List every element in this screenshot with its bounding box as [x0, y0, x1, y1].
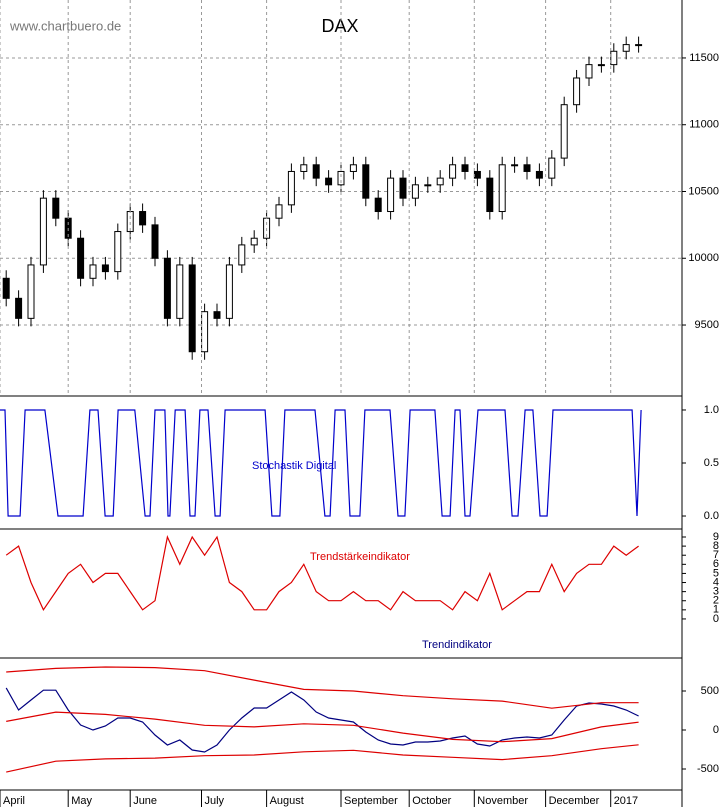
candle-body: [77, 237, 85, 279]
panel-title: Trendstärkeindikator: [310, 551, 410, 563]
x-tick-label: May: [71, 795, 92, 807]
candle-body: [473, 170, 481, 179]
candle-body: [635, 44, 643, 47]
candle-body: [411, 184, 419, 199]
x-tick-label: September: [344, 795, 398, 807]
line: [5, 535, 639, 612]
x-tick-label: October: [412, 795, 451, 807]
y-tick-label: 10500: [688, 185, 719, 197]
candle-body: [114, 231, 122, 273]
x-tick-label: December: [549, 795, 600, 807]
candle-body: [573, 77, 581, 106]
y-tick-label: 10000: [688, 252, 719, 264]
candle-body: [337, 170, 345, 186]
candle-body: [15, 297, 23, 319]
x-tick-label: June: [133, 795, 157, 807]
x-tick-label: November: [477, 795, 528, 807]
candle-body: [511, 164, 519, 167]
candle-body: [300, 164, 308, 172]
candle-body: [312, 164, 320, 179]
candle-body: [139, 211, 147, 226]
candle-body: [275, 204, 283, 219]
source: www.chartbuero.de: [9, 18, 121, 33]
y-tick-label: -500: [697, 763, 719, 775]
candle-body: [523, 164, 531, 172]
candle-body: [238, 244, 246, 266]
x-tick-label: 2017: [614, 795, 638, 807]
candle-body: [486, 177, 494, 213]
candle-body: [39, 197, 47, 266]
candle-body: [89, 264, 97, 279]
x-tick-label: July: [205, 795, 225, 807]
y-tick-label: 9500: [695, 319, 719, 331]
panel-title: DAX: [321, 16, 358, 36]
y-tick-label: 11500: [689, 52, 719, 64]
candle-body: [610, 50, 618, 66]
y-tick-label: 9: [713, 531, 719, 543]
candle-body: [449, 164, 457, 179]
candle-body: [387, 177, 395, 213]
candle-body: [27, 264, 35, 319]
y-tick-label: 1.0: [704, 404, 719, 416]
candle-body: [362, 164, 370, 199]
candle-body: [151, 224, 159, 259]
line: [6, 666, 639, 709]
panel-title: Trendindikator: [422, 639, 492, 651]
panel-title: Stochastik Digital: [252, 460, 336, 472]
candle-body: [585, 64, 593, 79]
y-tick-label: 500: [701, 685, 719, 697]
candle-body: [548, 157, 556, 179]
candle-body: [225, 264, 233, 319]
line: [6, 711, 639, 743]
candle-body: [201, 311, 209, 353]
candle-body: [325, 177, 333, 186]
candle-body: [399, 177, 407, 199]
line: [5, 687, 639, 753]
y-tick-label: 2: [713, 595, 719, 607]
candle-body: [287, 170, 295, 206]
candle-body: [101, 264, 109, 273]
candle-body: [250, 237, 258, 246]
candle-body: [436, 177, 444, 186]
line: [6, 744, 639, 773]
y-tick-label: 0.5: [704, 457, 719, 469]
y-tick-label: 0: [713, 613, 719, 625]
candle-body: [461, 164, 469, 172]
candle-body: [188, 264, 196, 353]
candle-body: [560, 104, 568, 159]
candle-body: [498, 164, 506, 213]
y-tick-label: 8: [713, 540, 719, 552]
candle-body: [349, 164, 357, 172]
y-tick-label: 3: [713, 586, 719, 598]
x-tick-label: April: [3, 795, 25, 807]
line: [0, 409, 642, 517]
y-tick-label: 0.0: [704, 510, 719, 522]
y-tick-label: 6: [713, 558, 719, 570]
candle-body: [176, 264, 184, 319]
candle-body: [597, 64, 605, 67]
candle-body: [213, 311, 221, 319]
y-tick-label: 1: [713, 604, 719, 616]
candle-body: [2, 277, 10, 299]
y-tick-label: 0: [713, 724, 719, 736]
y-tick-label: 7: [713, 549, 719, 561]
candle-body: [424, 184, 432, 187]
y-tick-label: 5: [713, 567, 719, 579]
candle-body: [535, 170, 543, 179]
candle-body: [52, 197, 60, 219]
y-tick-label: 4: [713, 576, 719, 588]
x-tick-label: August: [270, 795, 304, 807]
candle-body: [163, 257, 171, 319]
y-tick-label: 11000: [689, 119, 719, 131]
candle-body: [374, 197, 382, 213]
candle-body: [622, 44, 630, 52]
